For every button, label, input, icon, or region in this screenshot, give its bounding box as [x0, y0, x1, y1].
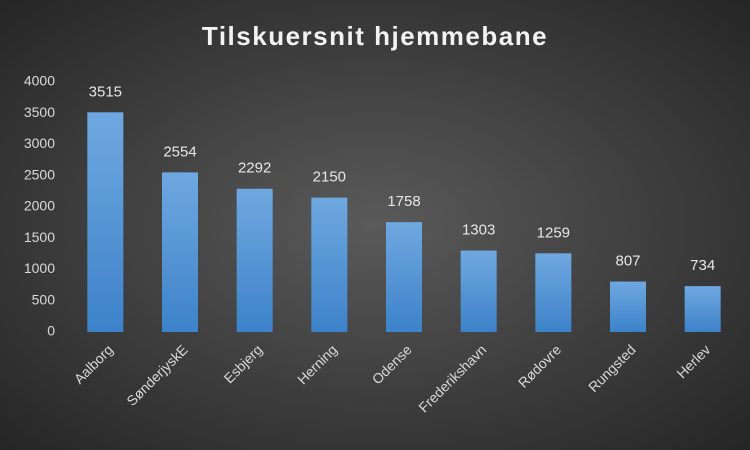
bar [236, 188, 273, 332]
y-tick-label: 2500 [24, 166, 55, 182]
bar [87, 112, 124, 332]
y-tick-label: 4000 [24, 73, 55, 89]
y-tick-label: 3000 [24, 135, 55, 151]
data-label: 734 [690, 257, 715, 274]
data-label: 2150 [313, 169, 346, 186]
bar [684, 286, 721, 332]
y-tick-label: 1500 [24, 229, 55, 245]
bar [610, 281, 646, 332]
data-label: 3515 [89, 83, 122, 100]
data-label: 1259 [537, 224, 570, 241]
data-label: 1758 [387, 193, 420, 210]
chart-title: Tilskuersnit hjemmebane [202, 21, 548, 51]
y-tick-label: 3500 [24, 104, 55, 120]
bar [162, 172, 198, 332]
bar [311, 197, 348, 332]
y-tick-label: 0 [47, 323, 55, 339]
data-label: 2554 [163, 143, 196, 160]
data-label: 1303 [462, 222, 495, 239]
bar [386, 222, 422, 332]
y-tick-label: 1000 [24, 260, 55, 276]
y-tick-label: 2000 [24, 198, 55, 214]
y-tick-label: 500 [32, 291, 56, 307]
data-label: 807 [615, 253, 640, 270]
bar [535, 253, 572, 332]
bar [460, 250, 497, 332]
data-label: 2292 [238, 160, 271, 177]
